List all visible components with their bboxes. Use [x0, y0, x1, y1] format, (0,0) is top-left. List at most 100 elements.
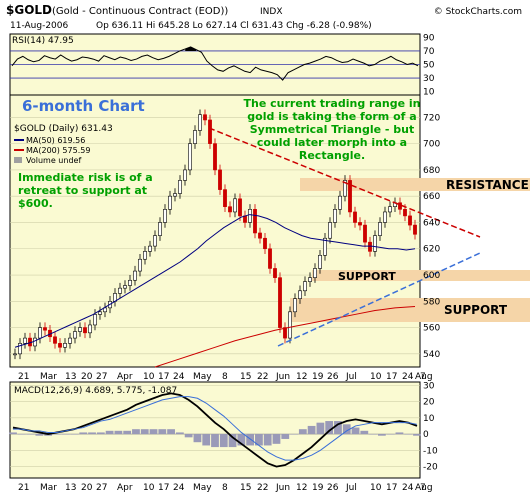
macd-histogram-bar — [70, 434, 79, 435]
rsi-tick: 90 — [423, 33, 435, 43]
candle-body — [133, 270, 137, 281]
macd-histogram-bar — [263, 434, 272, 446]
candle-body — [23, 337, 27, 344]
macd-histogram-bar — [202, 434, 211, 446]
candle-body — [118, 287, 122, 294]
macd-histogram-bar — [132, 429, 140, 435]
macd-histogram-bar — [114, 430, 123, 435]
candle-body — [73, 331, 77, 339]
x-tick-label: 24 — [173, 483, 185, 493]
candle-body — [43, 327, 47, 331]
macd-histogram — [9, 421, 421, 448]
macd-axis: 30 20 10 0 -10 -20 — [423, 381, 438, 472]
candle-body — [208, 119, 212, 144]
macd-histogram-bar — [351, 427, 360, 435]
macd-histogram-bar — [281, 434, 290, 439]
candle-body — [98, 311, 102, 315]
candle-body — [143, 251, 147, 260]
x-tick-label: 21 — [18, 372, 29, 382]
candle-body — [233, 198, 237, 213]
rsi-tick: 50 — [423, 61, 435, 71]
x-tick-label: 10 — [370, 372, 382, 382]
support-label-2: SUPPORT — [444, 303, 508, 317]
x-tick-label: 10 — [143, 372, 155, 382]
candle-body — [338, 195, 342, 210]
candle-body — [18, 343, 22, 355]
rsi-axis: 90 70 50 30 10 — [423, 33, 435, 97]
macd-tick: 30 — [423, 381, 435, 391]
candle-body — [63, 343, 67, 348]
upper-trendline — [208, 127, 481, 238]
candle-body — [283, 327, 287, 339]
rsi-label: RSI(14) 47.95 — [12, 36, 74, 46]
macd-line — [12, 392, 418, 468]
macd-signal-line — [13, 396, 418, 461]
macd-histogram-bar — [167, 429, 175, 435]
price-tick: 620 — [423, 245, 440, 255]
x-tick-label: 10 — [143, 483, 155, 493]
candle-body — [183, 169, 187, 181]
macd-histogram-bar — [377, 434, 386, 436]
candle-body — [303, 281, 307, 292]
candle-body — [268, 248, 272, 269]
candle-body — [378, 222, 382, 236]
candle-body — [138, 258, 142, 272]
macd-histogram-bar — [123, 430, 132, 435]
candle-body — [178, 180, 182, 194]
ma50-line — [14, 214, 416, 348]
credit: © StockCharts.com — [434, 7, 522, 17]
x-tick-label: 7 — [420, 372, 426, 382]
x-tick-label: Jun — [275, 483, 290, 493]
legend-title: $GOLD (Daily) 631.43 — [14, 124, 113, 134]
triangle-note: The current trading range in gold is taki… — [244, 97, 421, 162]
candle-body — [323, 237, 327, 256]
legend-volume: Volume undef — [26, 156, 81, 165]
x-tick-label: 7 — [420, 483, 426, 493]
macd-histogram-bar — [246, 434, 255, 446]
x-tick-label: 19 — [312, 483, 324, 493]
candle-body — [298, 290, 302, 299]
candle-body — [253, 209, 257, 234]
macd-histogram-bar — [342, 424, 351, 435]
candle-body — [388, 206, 392, 213]
candle-body — [78, 327, 82, 332]
candle-body — [343, 180, 347, 197]
x-tick-label: 22 — [257, 483, 268, 493]
candle-body — [363, 224, 367, 243]
macd-histogram-bar — [193, 434, 202, 443]
candle-body — [348, 180, 352, 213]
candle-body — [258, 232, 262, 239]
chart-title: 6-month Chart — [22, 97, 145, 115]
candle-body — [408, 215, 412, 226]
candle-body — [58, 343, 62, 348]
price-candles — [13, 109, 417, 360]
support-band-1 — [312, 270, 530, 281]
macd-label: MACD(12,26,9) 4.689, 5.775, -1.087 — [14, 386, 177, 396]
candle-body — [228, 206, 232, 213]
legend-volume-swatch — [14, 157, 22, 163]
x-tick-label: Mar — [40, 483, 57, 493]
macd-histogram-bar — [334, 421, 342, 435]
support-label-1: SUPPORT — [338, 270, 396, 283]
x-tick-label: 10 — [370, 483, 382, 493]
price-tick: 680 — [423, 166, 440, 176]
x-tick-label: 17 — [386, 372, 397, 382]
candle-body — [168, 195, 172, 210]
resistance-band — [300, 178, 530, 191]
candle-body — [33, 337, 37, 347]
macd-tick: -20 — [423, 463, 438, 473]
x-tick-label: 20 — [81, 483, 93, 493]
price-tick: 600 — [423, 271, 440, 281]
macd-tick: 10 — [423, 414, 435, 424]
x-tick-label: Apr — [117, 483, 133, 493]
macd-histogram-bar — [61, 434, 70, 435]
candle-body — [238, 198, 242, 217]
candle-body — [83, 327, 87, 334]
macd-histogram-bar — [88, 432, 96, 435]
legend-ma50: MA(50) 619.56 — [26, 136, 85, 145]
macd-histogram-bar — [219, 434, 228, 448]
candle-body — [68, 337, 72, 344]
x-tick-label: 24 — [173, 372, 185, 382]
